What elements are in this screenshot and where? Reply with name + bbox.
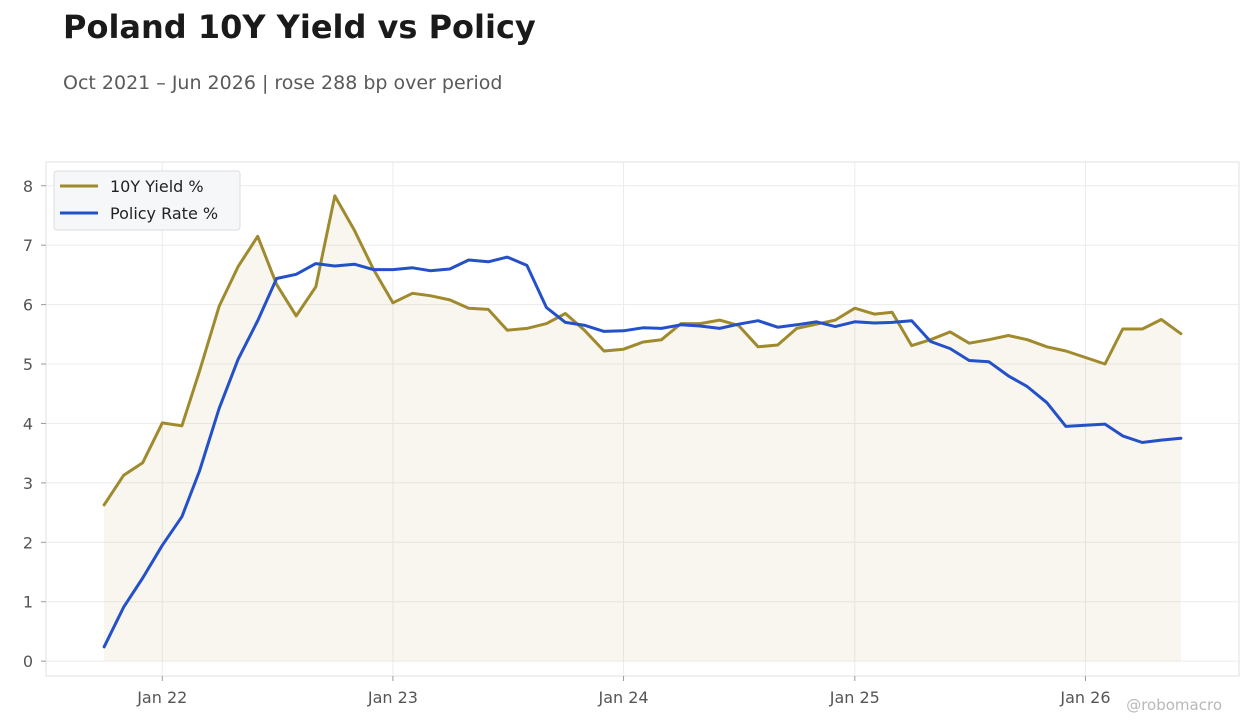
x-tick-label: Jan 24 (597, 688, 648, 707)
series-lines (102, 194, 1183, 649)
area-fill-layer (104, 195, 1181, 662)
x-tick-label: Jan 23 (367, 688, 418, 707)
legend: 10Y Yield % Policy Rate % (53, 170, 241, 231)
x-axis-ticks: Jan 22 Jan 23 Jan 24 Jan 25 Jan 26 (136, 676, 1111, 707)
y-tick-label: 8 (23, 177, 33, 196)
y-tick-label: 6 (23, 296, 33, 315)
watermark: @robomacro (1126, 696, 1222, 714)
y-tick-label: 0 (23, 652, 33, 671)
y-tick-label: 2 (23, 533, 33, 552)
series-area-0 (104, 195, 1181, 662)
y-tick-label: 5 (23, 355, 33, 374)
legend-label-yield: 10Y Yield % (110, 177, 204, 196)
x-tick-label: Jan 26 (1059, 688, 1110, 707)
x-tick-label: Jan 22 (136, 688, 187, 707)
chart-subtitle: Oct 2021 – Jun 2026 | rose 288 bp over p… (63, 72, 503, 94)
y-tick-label: 1 (23, 593, 33, 612)
y-tick-label: 7 (23, 236, 33, 255)
chart-title: Poland 10Y Yield vs Policy (63, 8, 536, 46)
series-line-1 (102, 255, 1183, 649)
grid-lines (46, 162, 1239, 676)
y-tick-label: 3 (23, 474, 33, 493)
y-tick-label: 4 (23, 414, 33, 433)
series-line-0 (102, 194, 1183, 507)
legend-box (53, 170, 241, 231)
y-axis-ticks: 0 1 2 3 4 5 6 7 8 (23, 177, 46, 671)
plot-frame (45, 161, 1240, 677)
x-tick-label: Jan 25 (829, 688, 880, 707)
legend-label-policy: Policy Rate % (110, 204, 218, 223)
